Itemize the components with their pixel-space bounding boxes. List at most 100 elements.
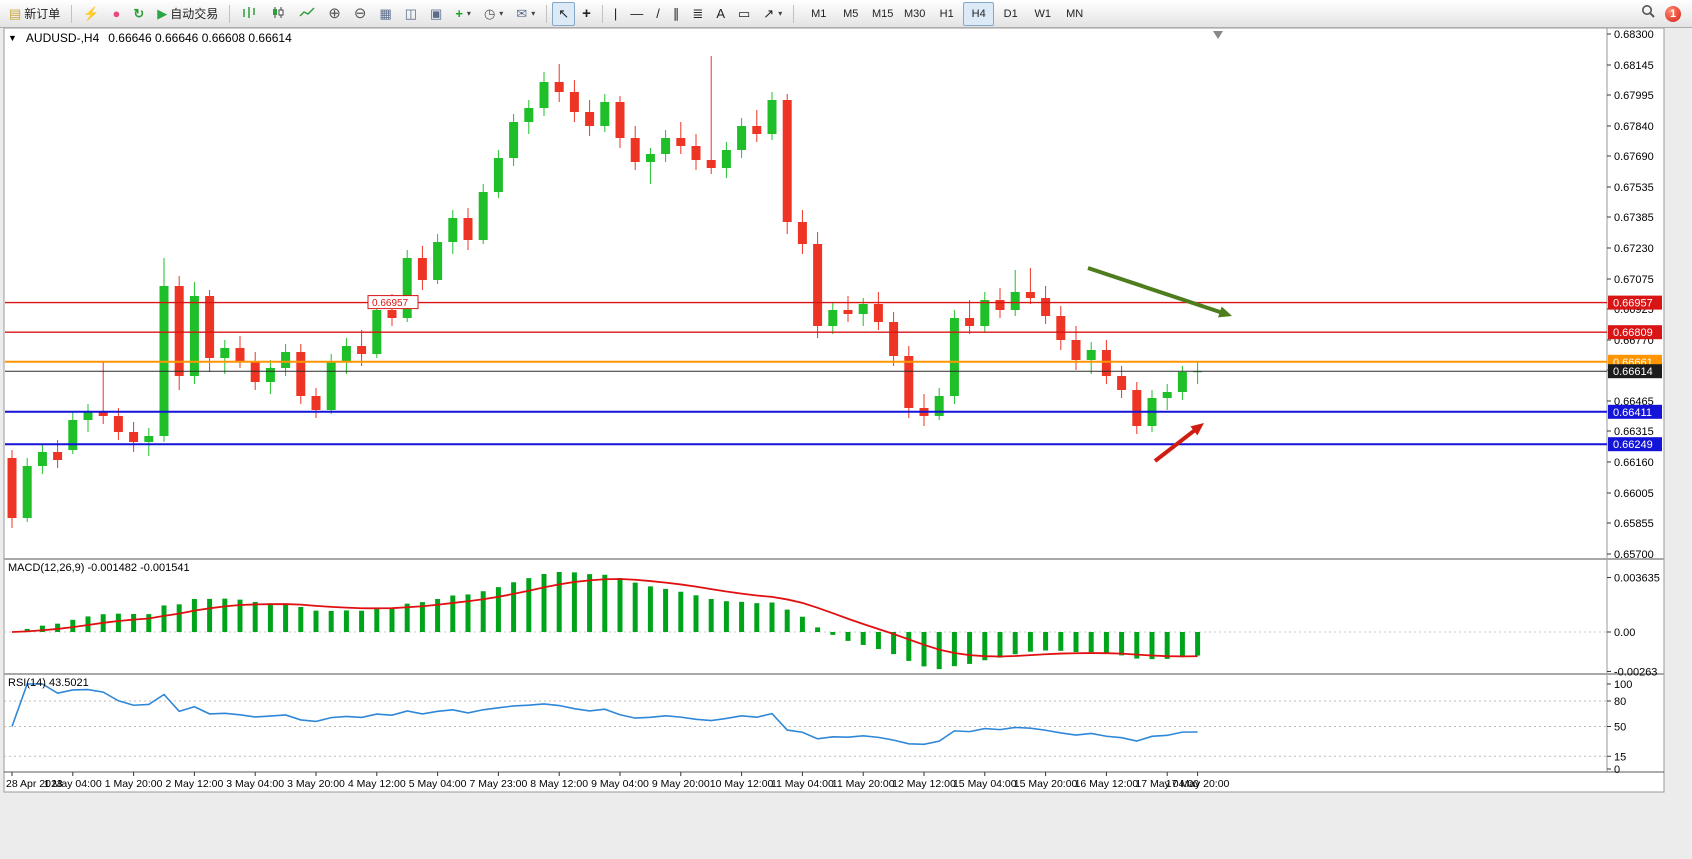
timeframe-m15-button[interactable]: M15 xyxy=(872,7,894,20)
timeframe-m30-button[interactable]: M30 xyxy=(904,7,926,20)
line-chart-icon xyxy=(299,6,315,22)
line-chart-button[interactable] xyxy=(293,2,321,26)
svg-text:5 May 04:00: 5 May 04:00 xyxy=(409,778,467,790)
svg-text:0.66809: 0.66809 xyxy=(1613,327,1653,339)
svg-text:0: 0 xyxy=(1614,764,1620,776)
metaquotes-services-button[interactable]: ⚡ xyxy=(77,2,105,26)
candlestick-chart-button[interactable] xyxy=(264,2,292,26)
community-icon: ● xyxy=(112,6,121,21)
bar-chart-button[interactable] xyxy=(235,2,263,26)
candlestick-chart-icon xyxy=(270,6,286,22)
channel-button[interactable]: ∥ xyxy=(667,2,686,26)
svg-text:8 May 12:00: 8 May 12:00 xyxy=(530,778,588,790)
chart-shift-marker[interactable] xyxy=(1213,31,1223,39)
rsi-panel xyxy=(4,683,1607,757)
svg-text:9 May 20:00: 9 May 20:00 xyxy=(652,778,710,790)
periods-clock-icon: ◷ xyxy=(483,6,496,21)
bar-chart-icon xyxy=(241,6,257,22)
timeframe-h4-button[interactable]: H4 xyxy=(963,1,995,26)
lightning-icon: ⚡ xyxy=(83,6,100,21)
timeframe-w1-button[interactable]: W1 xyxy=(1034,7,1051,20)
cursor-button[interactable]: ↖ xyxy=(552,1,576,26)
refresh-button[interactable]: ↻ xyxy=(127,2,150,26)
crosshair-icon: + xyxy=(582,5,591,22)
templates-icon: ✉ xyxy=(516,6,528,21)
svg-text:0.67385: 0.67385 xyxy=(1614,212,1654,224)
svg-text:0.68145: 0.68145 xyxy=(1614,60,1654,72)
svg-text:0.66160: 0.66160 xyxy=(1614,457,1654,469)
periods-button[interactable]: ◷ ▾ xyxy=(478,2,509,26)
crosshair-button[interactable]: + xyxy=(576,2,597,26)
horizontal-line-icon: — xyxy=(630,6,644,21)
price-badge: 0.66957 xyxy=(1608,295,1662,310)
autotrading-button[interactable]: ▶ 自动交易 xyxy=(151,2,224,26)
svg-text:3 May 20:00: 3 May 20:00 xyxy=(287,778,345,790)
fibonacci-icon: ≣ xyxy=(692,6,704,21)
vertical-line-button[interactable]: | xyxy=(608,2,623,26)
svg-text:0.66005: 0.66005 xyxy=(1614,488,1654,500)
svg-text:0.65855: 0.65855 xyxy=(1614,518,1654,530)
indicators-button[interactable]: + ▾ xyxy=(449,2,477,26)
cascade-windows-button[interactable]: ◫ xyxy=(399,2,423,26)
svg-text:0.67995: 0.67995 xyxy=(1614,90,1654,102)
tile-windows-button[interactable]: ▦ xyxy=(373,2,397,26)
svg-text:1 May 04:00: 1 May 04:00 xyxy=(44,778,102,790)
rsi-indicator-label: RSI(14) 43.5021 xyxy=(8,677,89,689)
svg-text:17 May 20:00: 17 May 20:00 xyxy=(1166,778,1230,790)
search-icon[interactable] xyxy=(1641,4,1656,24)
timeframe-mn-button[interactable]: MN xyxy=(1066,7,1084,20)
chart-symbol-period: AUDUSD-,H4 xyxy=(25,31,100,45)
bounce-arrow-up[interactable] xyxy=(1153,423,1204,463)
notification-badge[interactable]: 1 xyxy=(1665,5,1681,22)
timeframe-h1-button[interactable]: H1 xyxy=(939,7,954,20)
zoom-in-button[interactable]: ⊕ xyxy=(322,2,347,26)
text-button[interactable]: A xyxy=(710,2,731,26)
zoom-out-icon: ⊖ xyxy=(353,5,367,22)
arrange-windows-button[interactable]: ▣ xyxy=(424,2,448,26)
panel-separator-macd[interactable] xyxy=(4,558,1664,560)
chart-ohlc-values: 0.66646 0.66646 0.66608 0.66614 xyxy=(108,31,292,45)
svg-text:2 May 12:00: 2 May 12:00 xyxy=(166,778,224,790)
text-label-icon: ▭ xyxy=(737,6,751,21)
price-badge: 0.66249 xyxy=(1608,437,1662,452)
arrows-tool-button[interactable]: ↗ ▾ xyxy=(757,2,788,26)
horizontal-line-button[interactable]: — xyxy=(624,2,649,26)
arrange-windows-icon: ▣ xyxy=(430,6,443,21)
svg-text:0.00: 0.00 xyxy=(1614,627,1635,639)
svg-text:3 May 04:00: 3 May 04:00 xyxy=(226,778,284,790)
svg-text:0.003635: 0.003635 xyxy=(1614,572,1660,584)
timeframe-d1-button[interactable]: D1 xyxy=(1003,7,1018,20)
autotrading-play-icon: ▶ xyxy=(157,6,168,21)
svg-text:0.66957: 0.66957 xyxy=(372,298,409,309)
svg-text:11 May 20:00: 11 May 20:00 xyxy=(832,778,895,790)
toolbar-separator xyxy=(546,4,548,23)
timeframe-m1-button[interactable]: M1 xyxy=(811,7,827,20)
chart-background[interactable] xyxy=(0,27,1692,859)
new-order-button[interactable]: ▤ 新订单 xyxy=(3,2,66,26)
macd-indicator-label: MACD(12,26,9) -0.001482 -0.001541 xyxy=(8,562,190,574)
svg-text:80: 80 xyxy=(1614,696,1626,708)
zoom-out-button[interactable]: ⊖ xyxy=(348,2,373,26)
svg-text:12 May 12:00: 12 May 12:00 xyxy=(892,778,956,790)
timeframe-m5-button[interactable]: M5 xyxy=(843,7,859,20)
trend-arrow-down[interactable] xyxy=(1087,266,1232,318)
chart-frame xyxy=(3,27,1665,793)
svg-text:100: 100 xyxy=(1614,679,1632,691)
fibonacci-button[interactable]: ≣ xyxy=(686,2,709,26)
chart-menu-icon[interactable]: ▼ xyxy=(8,33,17,43)
svg-text:7 May 23:00: 7 May 23:00 xyxy=(470,778,528,790)
zoom-in-icon: ⊕ xyxy=(328,5,341,22)
svg-text:0.67230: 0.67230 xyxy=(1614,243,1654,255)
community-button[interactable]: ● xyxy=(107,2,127,26)
chart-header: ▼ AUDUSD-,H4 0.66646 0.66646 0.66608 0.6… xyxy=(8,31,292,45)
panel-separator-rsi[interactable] xyxy=(4,673,1664,675)
svg-text:0.66614: 0.66614 xyxy=(1613,366,1653,378)
templates-button[interactable]: ✉ ▾ xyxy=(510,2,541,26)
trendline-button[interactable]: / xyxy=(650,2,666,26)
svg-text:0.67690: 0.67690 xyxy=(1614,151,1654,163)
text-label-button[interactable]: ▭ xyxy=(732,2,756,26)
price-axis[interactable]: 0.68300 0.68145 0.67995 0.67840 0.67690 0.675… xyxy=(1607,29,1662,776)
toolbar-separator xyxy=(601,4,603,23)
